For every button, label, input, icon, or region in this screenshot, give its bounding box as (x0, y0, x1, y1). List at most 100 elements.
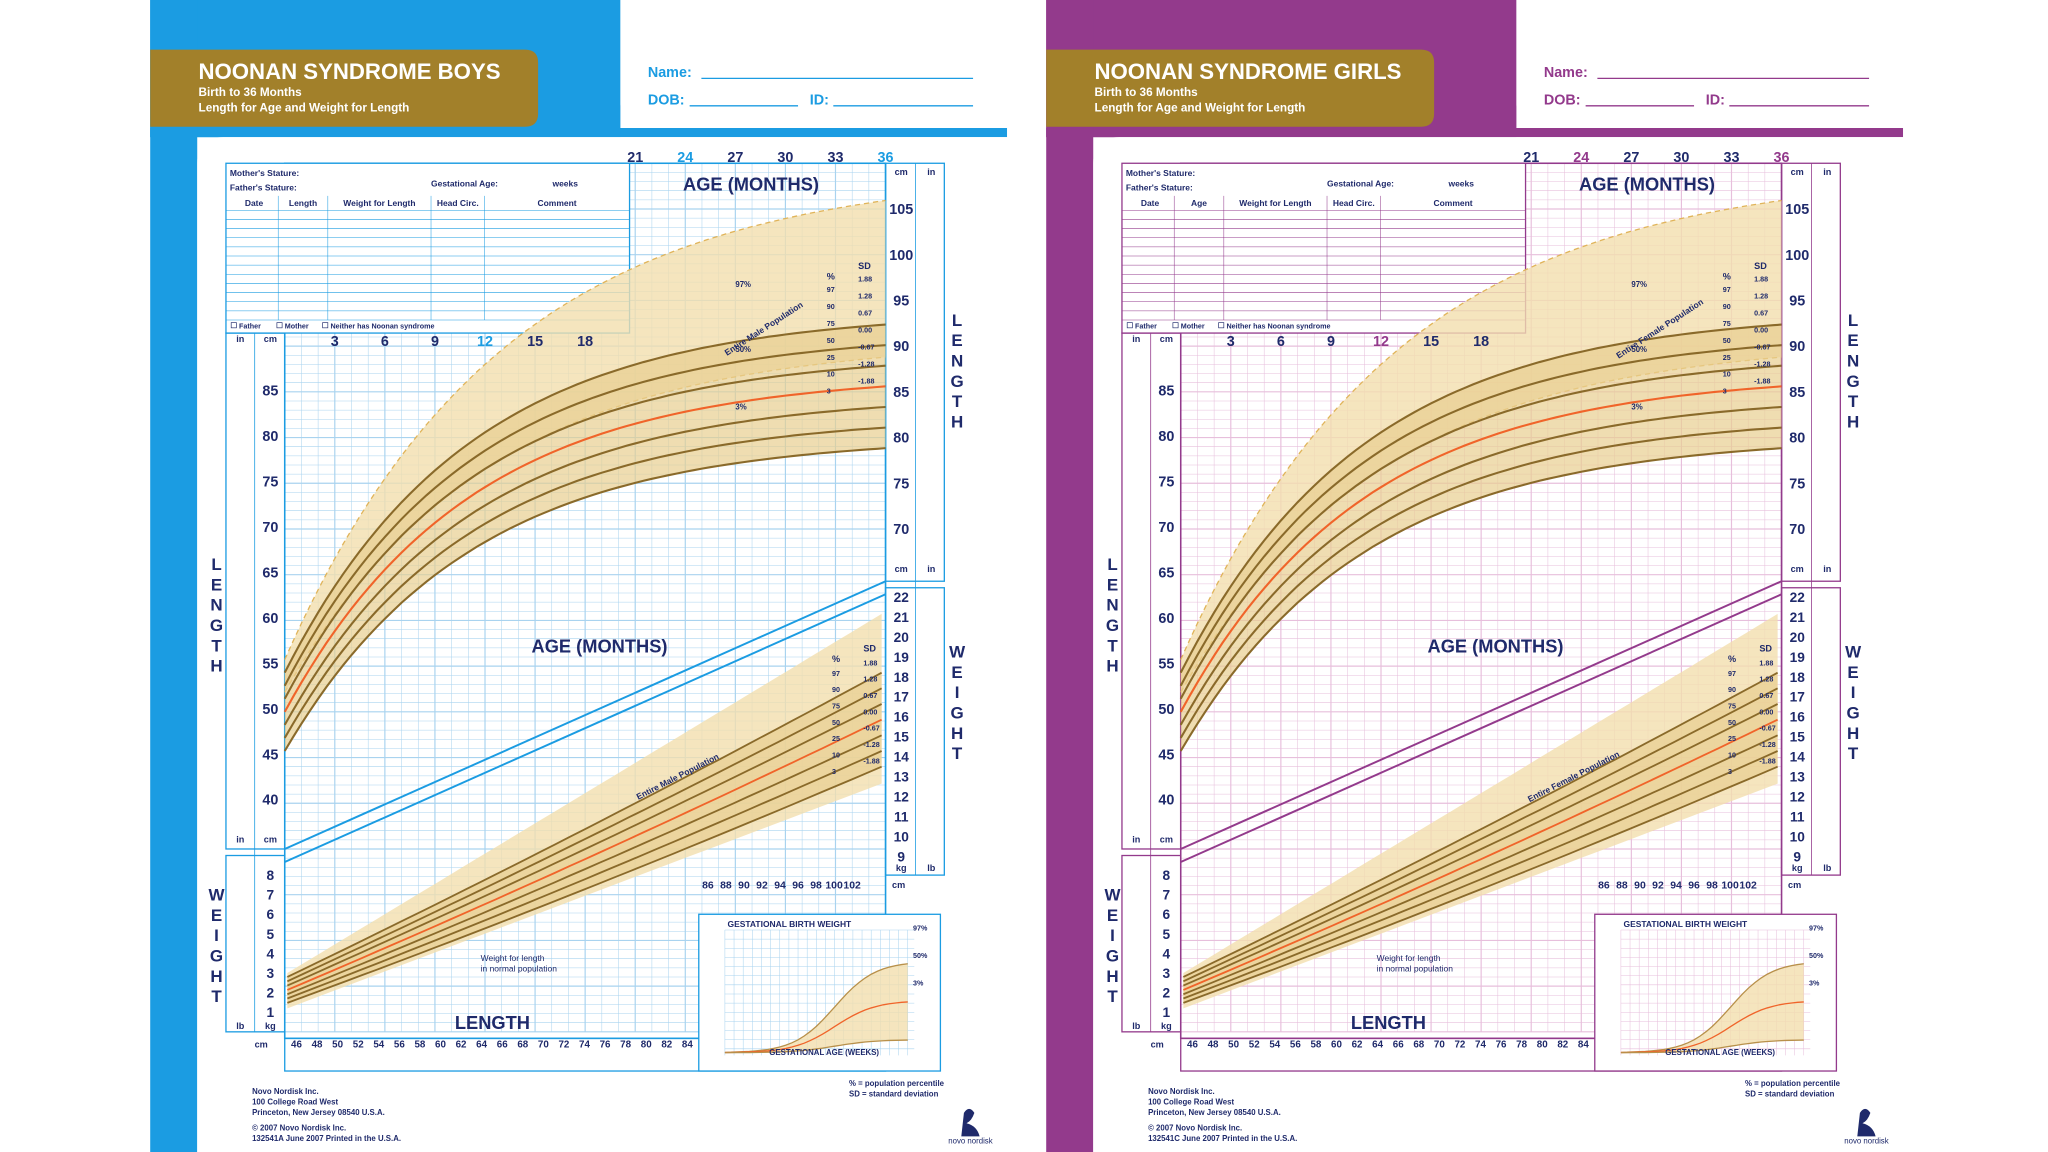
form-label: Father's Stature: (1126, 182, 1193, 192)
age-tick-label: 21 (627, 150, 643, 166)
percentile-curve (283, 364, 886, 700)
checkbox (1218, 322, 1225, 329)
y-tick-label: 19 (1790, 650, 1806, 665)
sd-label: 1.28 (858, 292, 872, 300)
y-tick-label: 12 (1790, 790, 1806, 805)
unit-label: cm (1151, 1039, 1164, 1049)
x-tick-label: 86 (702, 880, 714, 891)
logo-text: novo nordisk (948, 1137, 992, 1146)
unit-label: in (1823, 564, 1832, 574)
y-tick-label: 16 (1790, 710, 1806, 725)
y-tick-label: 5 (1163, 927, 1171, 942)
percentile-label: 90 (827, 303, 835, 311)
panel-subtitle: Length for Age and Weight for Length (199, 102, 410, 115)
sd-label: 1.28 (1759, 676, 1773, 684)
inset-chart: GESTATIONAL BIRTH WEIGHT GESTATIONAL AGE … (698, 913, 942, 1072)
y-tick-label: 60 (1158, 611, 1174, 627)
y-tick-label: 22 (894, 590, 910, 605)
x-tick-label: 54 (1269, 1039, 1280, 1050)
x-tick-label: 94 (774, 880, 786, 891)
percentile-label: 25 (827, 354, 835, 362)
logo-mark (961, 1108, 980, 1137)
unit-label: in (1132, 334, 1141, 344)
axis-title: LENGTH (1351, 1012, 1426, 1033)
y-tick-label: 17 (894, 690, 910, 705)
x-tick-label: 74 (1475, 1039, 1486, 1050)
x-tick-label: 100 (825, 880, 843, 891)
age-tick-label: 36 (1774, 150, 1790, 166)
y-tick-label: 70 (262, 520, 278, 536)
y-tick-label: 21 (894, 610, 910, 625)
sd-label: -1.88 (1754, 377, 1770, 385)
sd-label: -1.88 (863, 757, 879, 765)
checkbox (1172, 322, 1179, 329)
x-tick-label: 68 (1413, 1039, 1424, 1050)
field-label: ID: (1706, 92, 1725, 108)
x-tick-label: 94 (1670, 880, 1682, 891)
inset-axis-title: GESTATIONAL AGE (WEEKS) (769, 1048, 879, 1057)
header-box (1046, 49, 1435, 127)
age-tick-label: 3 (331, 334, 339, 350)
unit-label: cm (264, 334, 277, 344)
age-tick-label: 9 (431, 334, 439, 350)
y-tick-label: 9 (1793, 850, 1801, 865)
y-tick-label: 10 (894, 830, 910, 845)
age-tick-label: 12 (1373, 334, 1389, 350)
color-strip (150, 0, 198, 1152)
unit-label: in (927, 564, 936, 574)
footer-text: Princeton, New Jersey 08540 U.S.A. (1148, 1108, 1281, 1117)
sd-label: -0.67 (1759, 725, 1775, 733)
column-header: Weight for Length (343, 198, 415, 208)
x-tick-label: 70 (1434, 1039, 1445, 1050)
x-tick-label: 72 (1454, 1039, 1465, 1050)
noonan-band (284, 324, 886, 752)
y-tick-label: 80 (262, 429, 278, 445)
x-tick-label: 82 (661, 1039, 672, 1050)
inset-title: GESTATIONAL BIRTH WEIGHT (728, 919, 853, 929)
x-tick-label: 58 (414, 1039, 425, 1050)
y-tick-label: 13 (1790, 770, 1806, 785)
y-tick-label: 7 (267, 888, 275, 903)
form-label: Gestational Age: (1327, 178, 1394, 188)
normal-curve (284, 199, 886, 660)
x-tick-label: 50 (332, 1039, 343, 1050)
sd-label: 1.28 (863, 676, 877, 684)
axis-title: LENGTH (455, 1012, 530, 1033)
y-tick-label: 6 (1163, 907, 1171, 922)
age-tick-label: 27 (1623, 150, 1639, 166)
axis-title: LENGTH (207, 555, 226, 677)
checkbox (1126, 322, 1133, 329)
percentile-curve (287, 765, 882, 1004)
y-tick-label: 4 (267, 946, 275, 961)
curve-label: in normal population (481, 963, 558, 973)
percentile-curve (1183, 750, 1779, 1000)
percentile-label: 75 (827, 320, 835, 328)
x-tick-label: 88 (1616, 880, 1628, 891)
curve-label: Weight for length (1377, 953, 1441, 963)
age-tick-label: 18 (1473, 334, 1489, 350)
percentile-label: 3 (1723, 388, 1727, 396)
x-tick-label: 102 (843, 880, 861, 891)
form-label: Mother's Stature: (1126, 168, 1195, 178)
white-area (1516, 0, 1904, 128)
age-tick-label: 12 (477, 334, 493, 350)
checkbox-label: Neither has Noonan syndrome (330, 322, 434, 330)
unit-label: lb (1823, 863, 1832, 873)
unit-label: cm (892, 880, 905, 890)
y-tick-label: 11 (1790, 810, 1805, 825)
unit-label: lb (927, 863, 936, 873)
form-box: Mother's Stature: Father's Stature: Gestat… (1121, 162, 1527, 334)
footer-text: © 2007 Novo Nordisk Inc. (252, 1124, 346, 1133)
sd-label: 0.00 (1759, 708, 1773, 716)
unit-label: in (1132, 834, 1141, 844)
unit-label: cm (1788, 880, 1801, 890)
y-tick-label: 90 (1789, 339, 1805, 355)
percentile-curve (283, 344, 886, 687)
percentile-label: 75 (832, 703, 840, 711)
percentile-label: 50 (827, 337, 835, 345)
y-tick-label: 60 (262, 611, 278, 627)
y-tick-label: 21 (1790, 610, 1806, 625)
unit-label: cm (895, 167, 908, 177)
y-tick-label: 15 (1790, 730, 1806, 745)
